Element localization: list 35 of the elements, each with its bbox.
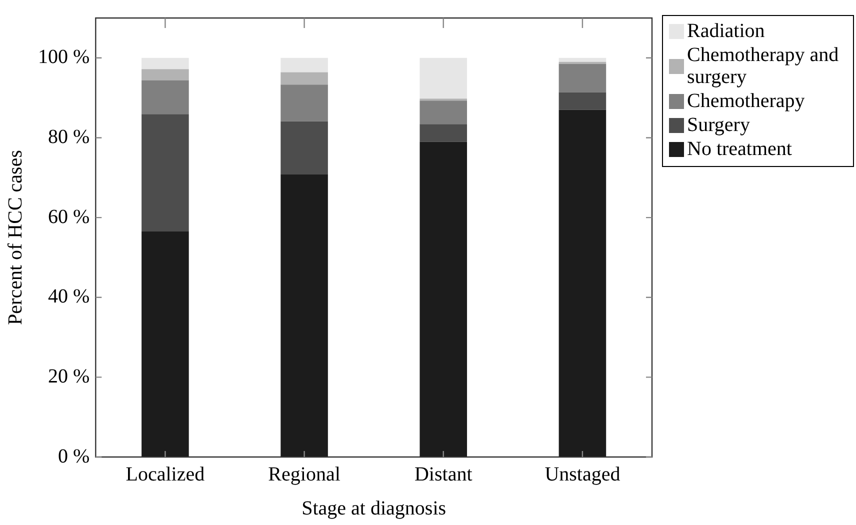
x-axis-title: Stage at diagnosis	[302, 497, 446, 520]
y-tick-label: 80 %	[48, 126, 90, 148]
bar	[142, 58, 189, 70]
bar	[142, 80, 189, 114]
x-tick-label: Localized	[126, 463, 205, 486]
bar	[142, 114, 189, 232]
bar	[420, 58, 468, 99]
bar	[280, 72, 328, 85]
x-tick-label: Regional	[268, 463, 341, 486]
legend-label: Radiation	[687, 20, 765, 42]
y-tick-label: 40 %	[48, 286, 90, 308]
bar	[280, 174, 328, 457]
legend-label: Chemotherapy and surgery	[687, 44, 840, 88]
bar	[420, 124, 468, 142]
legend-label: Chemotherapy	[687, 90, 805, 112]
y-tick-label: 0 %	[58, 445, 90, 468]
bar	[280, 84, 328, 122]
bar	[420, 142, 468, 457]
bar	[280, 58, 328, 72]
y-tick-label: 100 %	[38, 46, 90, 68]
bar	[558, 110, 606, 457]
y-tick-label: 60 %	[48, 206, 90, 228]
bar	[280, 121, 328, 174]
legend-label: No treatment	[687, 138, 792, 160]
y-axis-title: Percent of HCC cases	[4, 150, 26, 325]
bar	[558, 64, 606, 92]
legend-label: Surgery	[687, 114, 750, 136]
bar	[558, 92, 606, 110]
y-tick-label: 20 %	[48, 365, 90, 388]
bar	[142, 232, 189, 457]
x-tick-label: Unstaged	[544, 463, 620, 486]
x-tick-label: Distant	[414, 463, 473, 486]
bar	[142, 69, 189, 80]
bar	[420, 100, 468, 124]
bar	[558, 58, 606, 62]
